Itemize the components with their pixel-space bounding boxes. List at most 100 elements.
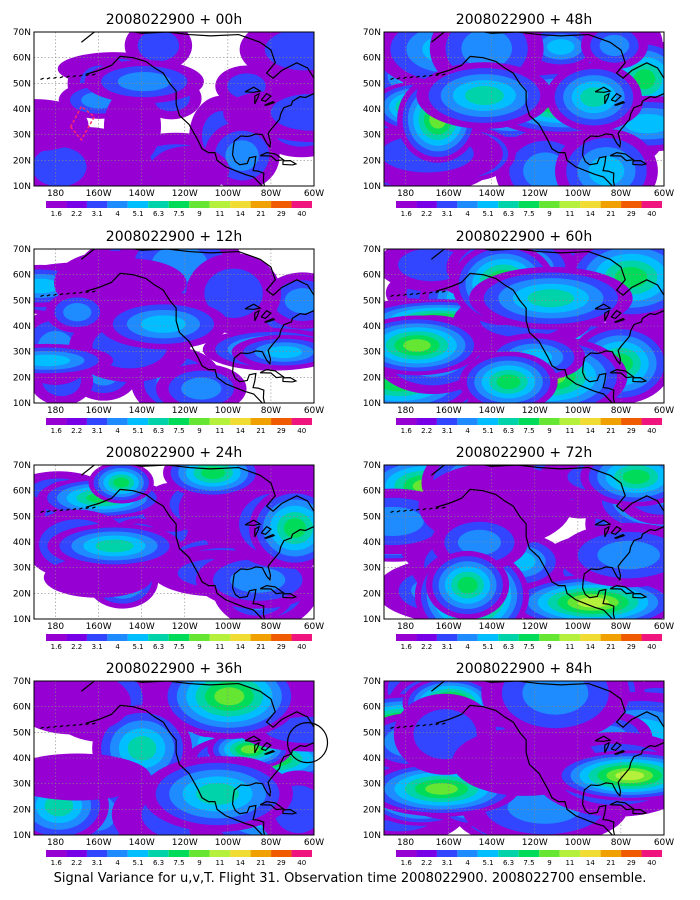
coastline-island [594, 735, 612, 742]
coastline-segment [85, 272, 263, 403]
contour-fill [34, 146, 87, 186]
colorbar-swatch [396, 634, 417, 641]
map-frame [33, 31, 315, 187]
contour-fill-outer [103, 87, 162, 165]
contour-fill [457, 529, 501, 556]
lat-tick-label: 20N [13, 156, 31, 166]
lon-tick-label: 60W [654, 406, 674, 416]
map-frame [33, 680, 315, 836]
contour-fill [214, 687, 245, 706]
colorbar-swatch [539, 634, 560, 641]
colorbar-level-label: 2.2 [71, 427, 82, 435]
lat-tick-label: 60N [13, 54, 31, 64]
aleutian-island [79, 507, 83, 510]
colorbar-level-label: 21 [256, 859, 265, 867]
lon-tick-label: 180 [47, 406, 64, 416]
aleutian-island [403, 293, 407, 296]
colorbar-level-label: 3.1 [442, 427, 453, 435]
colorbar-swatch [250, 418, 272, 425]
coastline-segment [85, 488, 263, 619]
lon-tick-label: 120W [172, 622, 198, 632]
colorbar-level-label: 4 [465, 427, 470, 435]
lon-tick-label: 180 [397, 838, 414, 848]
panel-title: 2008022900 + 00h [106, 12, 242, 28]
coastline-island [604, 309, 611, 322]
lon-tick-label: 160W [86, 838, 112, 848]
colorbar-level-label: 14 [236, 643, 245, 651]
contour-fill [403, 339, 431, 352]
panel-title: 2008022900 + 36h [106, 661, 242, 677]
map-panel-72h: 2008022900 + 72h 70N 60N 50N 40N 30N 20N 10N 180… [363, 445, 674, 651]
colorbar-level-label: 11 [565, 643, 574, 651]
colorbar-swatch [621, 418, 642, 425]
coastline-segment [81, 681, 314, 728]
colorbar: 1.6 2.2 3.1 4 5.1 6.3 7.5 9 11 14 21 29 40 [396, 418, 662, 435]
colorbar-level-label: 40 [297, 210, 306, 218]
contour-fill [580, 87, 608, 108]
lat-tick-label: 70N [363, 677, 381, 687]
colorbar-level-label: 3.1 [92, 210, 103, 218]
map-frame [383, 248, 665, 404]
colorbar: 1.6 2.2 3.1 4 5.1 6.3 7.5 9 11 14 21 29 40 [396, 634, 662, 651]
coastline [40, 249, 314, 403]
colorbar-level-label: 21 [606, 859, 615, 867]
colorbar-swatch [271, 201, 292, 208]
contour-fill [622, 469, 650, 485]
colorbar-swatch [291, 418, 312, 425]
lat-tick-label: 30N [13, 780, 31, 790]
colorbar-level-label: 7.5 [173, 427, 184, 435]
coastline-island [594, 86, 612, 93]
colorbar-swatch [600, 201, 622, 208]
colorbar-swatch [271, 850, 292, 857]
lon-tick-label: 80W [261, 189, 281, 199]
lat-tick-label: 20N [13, 589, 31, 599]
colorbar-swatch [477, 201, 499, 208]
colorbar-swatch [477, 418, 499, 425]
colorbar-swatch [107, 418, 128, 425]
lat-tick-label: 60N [13, 487, 31, 497]
colorbar-level-label: 4 [465, 210, 470, 218]
colorbar-level-label: 4 [465, 643, 470, 651]
coastline [390, 681, 664, 835]
coastline [40, 681, 314, 835]
colorbar-level-label: 1.6 [401, 427, 413, 435]
coastline [390, 32, 664, 186]
aleutian-island [441, 290, 446, 293]
map-panel-48h: 2008022900 + 48h 70N 60N 50N 40N 30N 20N 10N 180… [363, 12, 674, 218]
lat-tick-label: 70N [363, 461, 381, 471]
colorbar: 1.6 2.2 3.1 4 5.1 6.3 7.5 9 11 14 21 29 40 [396, 201, 662, 218]
lon-tick-label: 140W [479, 189, 505, 199]
coastline-island [254, 741, 261, 754]
colorbar-swatch [189, 201, 210, 208]
colorbar-level-label: 40 [647, 210, 656, 218]
map-frame [383, 464, 665, 620]
colorbar-swatch [209, 418, 231, 425]
lon-tick-label: 60W [304, 406, 324, 416]
lat-tick-label: 60N [13, 271, 31, 281]
colorbar-level-label: 14 [586, 859, 595, 867]
aleutian-island [422, 723, 427, 727]
lon-tick-label: 100W [215, 622, 241, 632]
contour-fill [63, 303, 92, 322]
colorbar-level-label: 14 [236, 859, 245, 867]
colorbar-swatch [230, 634, 251, 641]
contour-fill [577, 597, 609, 608]
colorbar-swatch [291, 201, 312, 208]
colorbar-level-label: 5.1 [133, 210, 144, 218]
colorbar-swatch [46, 201, 67, 208]
lat-tick-label: 50N [13, 79, 31, 89]
coastline-segment [431, 32, 664, 79]
coastline-island [244, 735, 262, 742]
colorbar-swatch [46, 634, 67, 641]
lon-tick-label: 180 [397, 406, 414, 416]
colorbar-level-label: 2.2 [71, 210, 82, 218]
colorbar-swatch [559, 850, 581, 857]
panel-title: 2008022900 + 12h [106, 229, 242, 245]
colorbar-swatch [66, 634, 87, 641]
lon-tick-label: 140W [479, 622, 505, 632]
lon-tick-label: 180 [47, 189, 64, 199]
coastline-island [604, 741, 611, 754]
colorbar-level-label: 1.6 [401, 210, 413, 218]
lon-tick-label: 60W [304, 189, 324, 199]
colorbar-level-label: 7.5 [173, 210, 184, 218]
